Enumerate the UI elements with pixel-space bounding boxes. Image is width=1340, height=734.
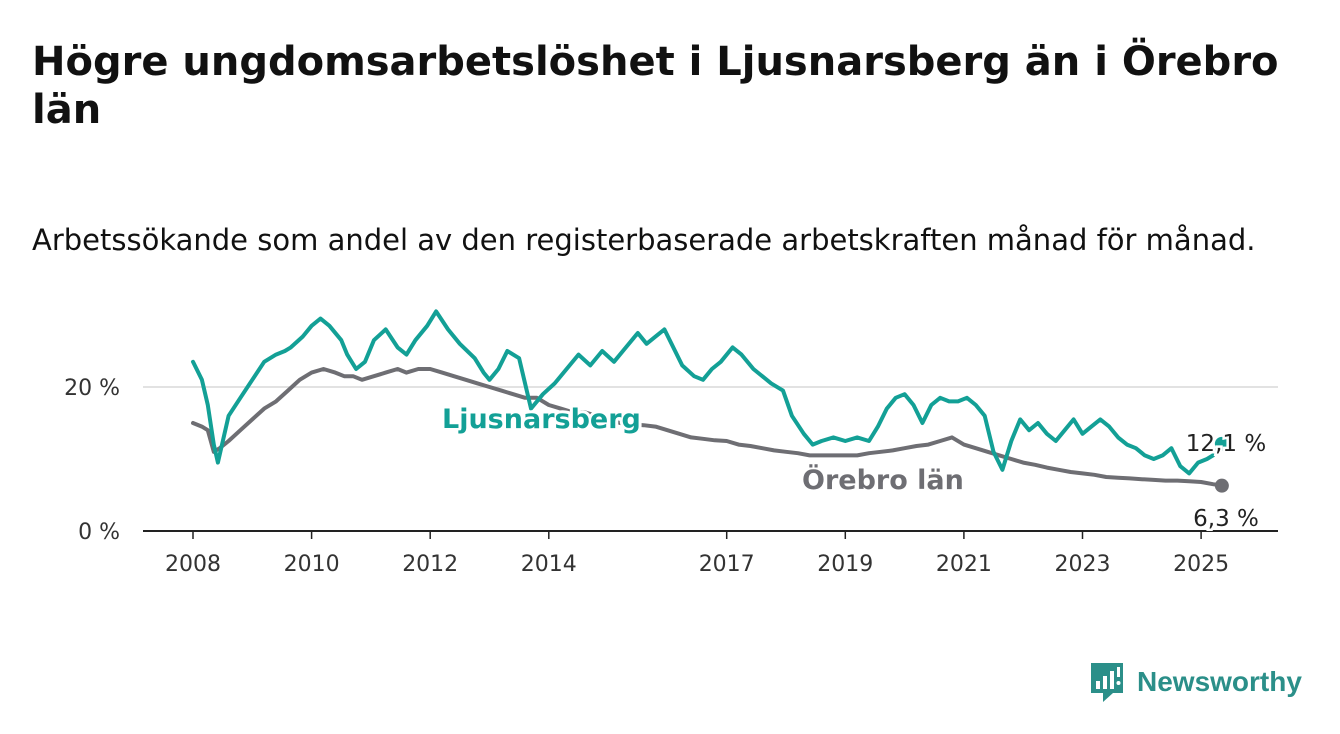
newsworthy-logo-icon — [1091, 663, 1123, 702]
chart-title: Högre ungdomsarbetslöshet i Ljusnarsberg… — [32, 39, 1279, 133]
x-tick-label: 2012 — [402, 552, 458, 577]
y-tick-label: 20 % — [64, 376, 120, 401]
end-value-label-ljusnarsberg: 12,1 % — [1186, 431, 1266, 457]
x-tick-label: 2019 — [817, 552, 873, 577]
series-lines — [191, 309, 1229, 493]
gridlines — [143, 386, 1278, 532]
x-axis-ticks: 2008 2010 2012 2014 2017 2019 2021 2023 2025 — [165, 531, 1229, 577]
x-tick-label: 2017 — [699, 552, 755, 577]
x-tick-label: 2014 — [521, 552, 577, 577]
y-tick-label: 0 % — [78, 520, 120, 545]
series-line-ljusnarsberg — [191, 309, 1224, 476]
newsworthy-logo: Newsworthy — [1089, 660, 1302, 704]
x-tick-label: 2010 — [284, 552, 340, 577]
x-tick-label: 2023 — [1055, 552, 1111, 577]
y-axis-ticks: 0 % 20 % — [64, 376, 120, 545]
series-labels: Ljusnarsberg Örebro län 12,1 % 6,3 % — [439, 401, 1269, 535]
x-tick-label: 2021 — [936, 552, 992, 577]
end-value-label-orebro-lan: 6,3 % — [1193, 506, 1259, 532]
series-label-orebro-lan: Örebro län — [802, 463, 964, 496]
end-point-orebro-lan — [1214, 478, 1229, 493]
series-label-ljusnarsberg: Ljusnarsberg — [442, 404, 641, 435]
series-line-orebro-lan — [191, 367, 1224, 488]
end-point-ljusnarsberg — [1214, 436, 1229, 451]
x-tick-label: 2008 — [165, 552, 221, 577]
brand-name: Newsworthy — [1137, 666, 1302, 697]
chart-subtitle: Arbetssökande som andel av den registerb… — [32, 223, 1256, 257]
x-tick-label: 2025 — [1173, 552, 1229, 577]
